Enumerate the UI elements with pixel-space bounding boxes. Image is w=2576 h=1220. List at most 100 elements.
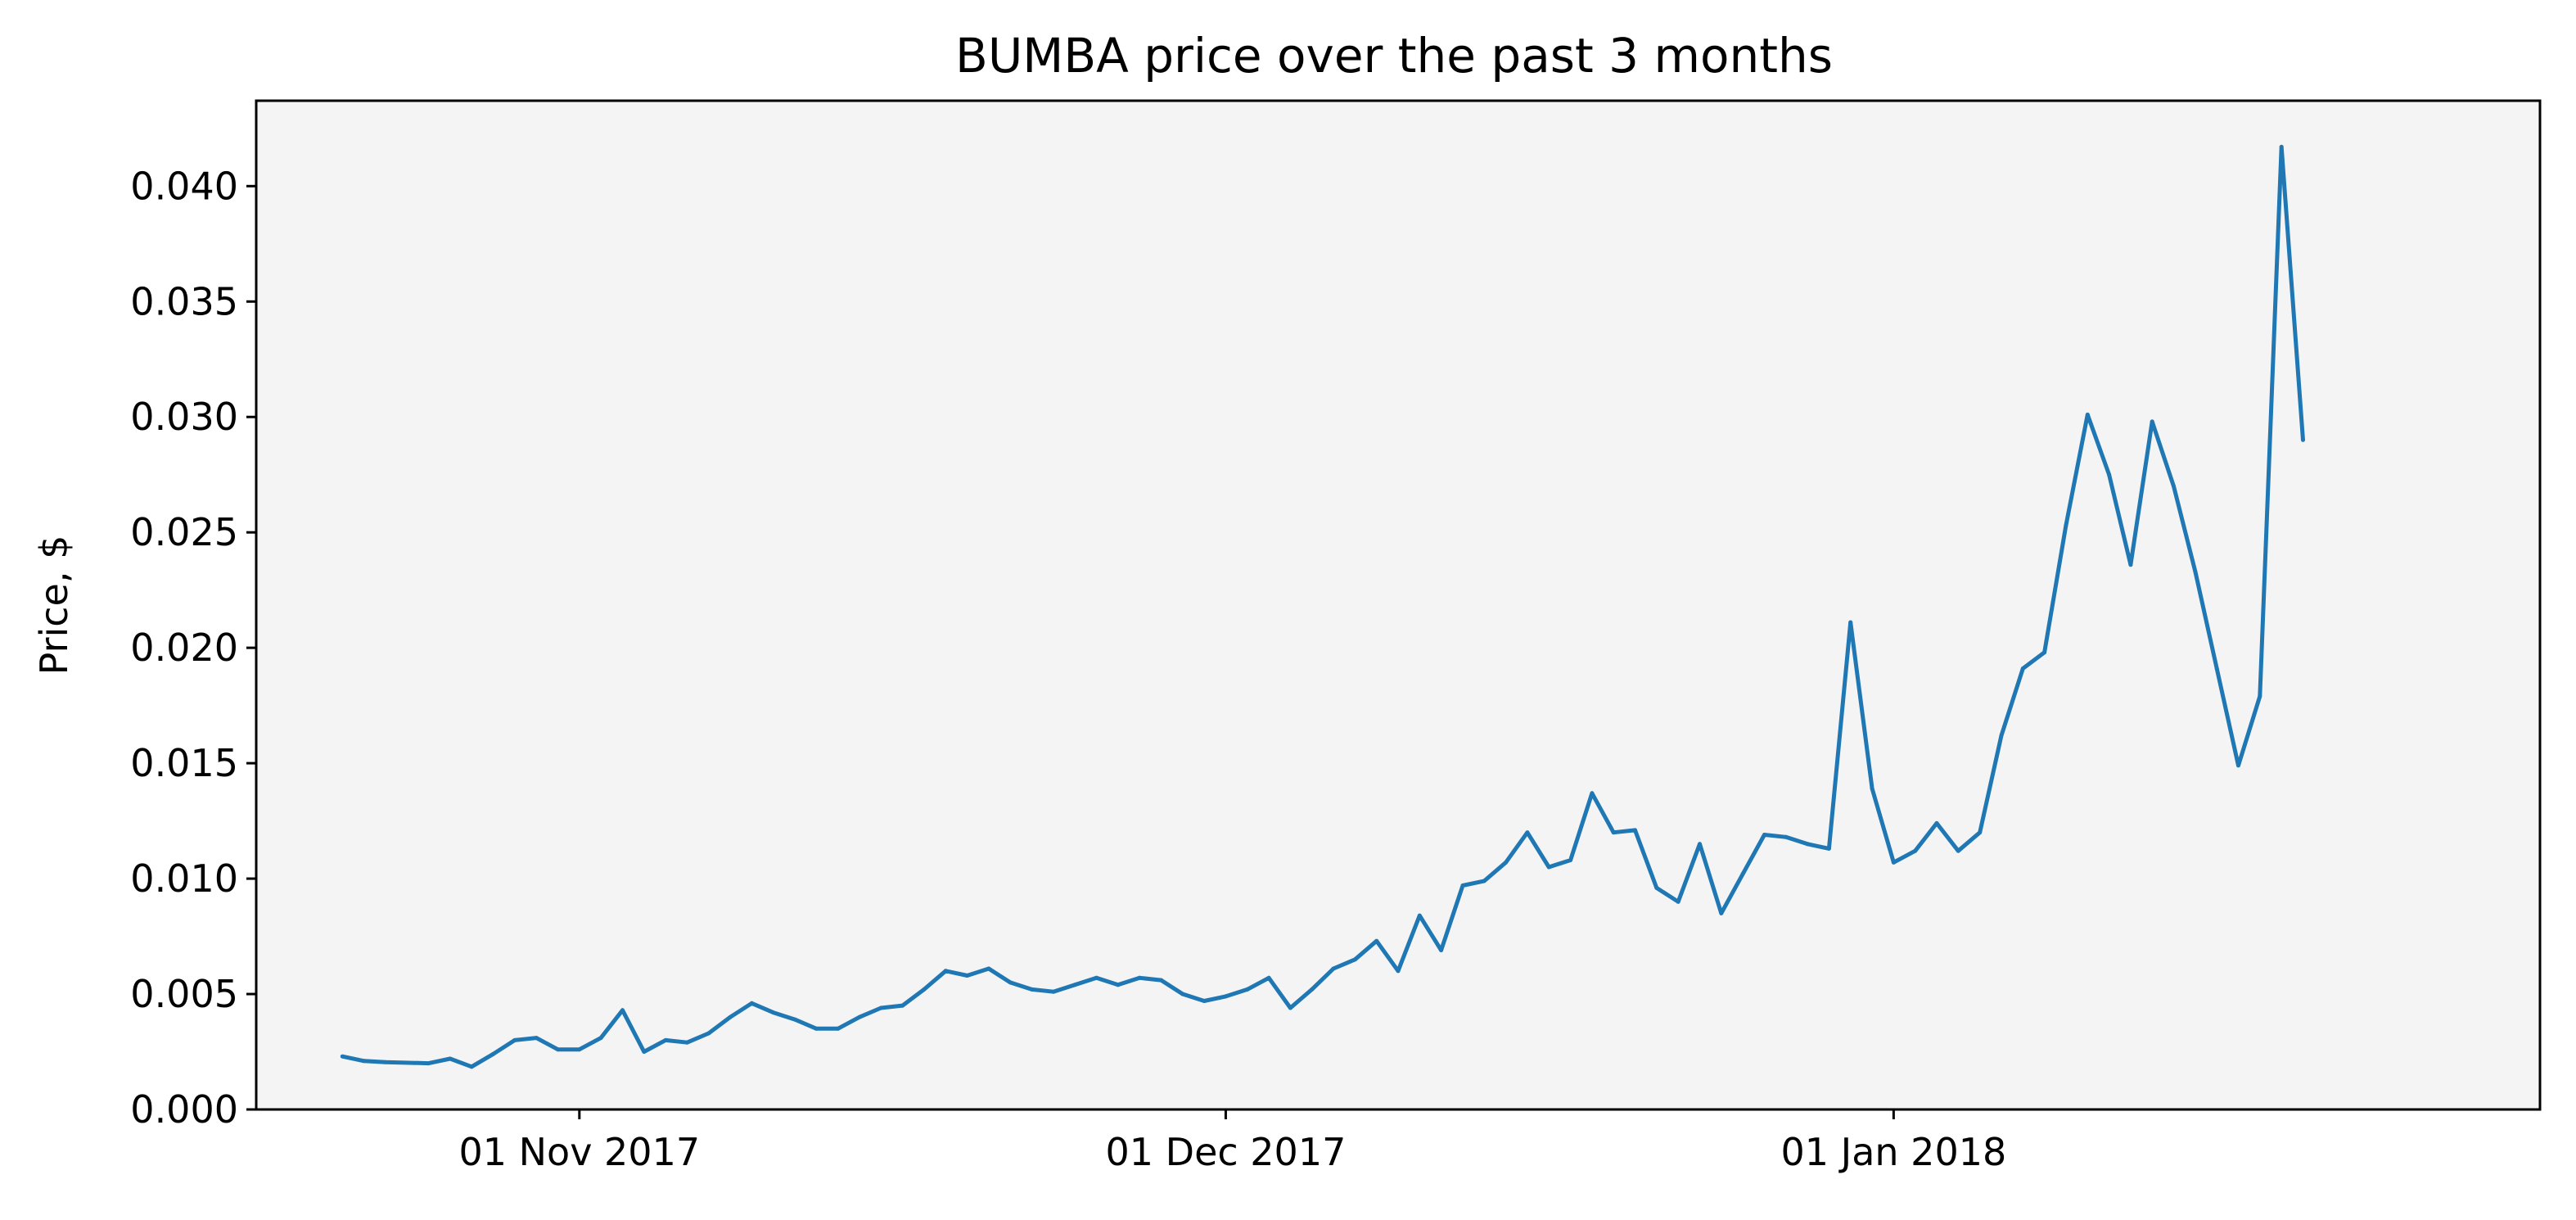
data-point — [512, 1037, 517, 1042]
data-point — [706, 1031, 711, 1036]
series-layer — [340, 144, 2305, 1069]
data-point — [792, 1017, 797, 1022]
y-tick-label: 0.025 — [130, 510, 238, 554]
data-point — [1030, 987, 1034, 992]
data-point — [2128, 563, 2133, 567]
data-point — [1245, 987, 1250, 992]
data-point — [2279, 144, 2284, 149]
data-point — [2107, 472, 2112, 477]
data-point — [1504, 860, 1509, 865]
x-tick-label: 01 Jan 2018 — [1780, 1130, 2006, 1174]
y-tick-label: 0.020 — [130, 626, 238, 670]
data-point — [1051, 989, 1056, 994]
data-point — [1072, 983, 1077, 987]
data-point — [1633, 828, 1637, 833]
data-point — [878, 1005, 883, 1010]
data-point — [1611, 830, 1616, 835]
data-point — [383, 1060, 388, 1064]
data-point — [1202, 999, 1207, 1003]
data-point — [749, 1001, 754, 1005]
data-point — [986, 966, 991, 971]
data-point — [426, 1061, 431, 1066]
data-point — [1999, 733, 2004, 738]
data-point — [965, 974, 970, 978]
data-point — [1913, 848, 1918, 853]
data-point — [362, 1059, 367, 1064]
data-point — [663, 1037, 668, 1042]
data-point — [1676, 899, 1680, 904]
data-point — [1460, 883, 1465, 888]
data-point — [598, 1036, 603, 1041]
data-point — [1439, 948, 1444, 952]
data-point — [1719, 910, 1724, 915]
data-point — [1891, 860, 1896, 865]
x-tick-label: 01 Dec 2017 — [1106, 1130, 1347, 1174]
y-tick-label: 0.005 — [130, 972, 238, 1016]
data-point — [1288, 1005, 1293, 1010]
data-point — [684, 1040, 689, 1045]
y-tick-label: 0.015 — [130, 741, 238, 785]
data-point — [1116, 983, 1121, 987]
x-tick-label: 01 Nov 2017 — [458, 1130, 700, 1174]
data-point — [1482, 879, 1487, 883]
data-point — [1223, 994, 1228, 999]
data-point — [1094, 975, 1099, 980]
data-point — [2258, 694, 2262, 698]
data-point — [340, 1054, 345, 1059]
data-point — [1698, 842, 1702, 847]
data-point — [1374, 938, 1379, 943]
y-axis: 0.000 0.005 0.010 0.015 0.020 0.025 0.030 0.035… — [130, 164, 256, 1132]
data-point — [2020, 666, 2025, 671]
data-point — [2236, 763, 2240, 768]
plot-frame — [255, 99, 2542, 1111]
y-tick-label: 0.040 — [130, 164, 238, 208]
data-point — [1352, 957, 1357, 962]
data-point — [1654, 885, 1659, 890]
data-point — [1546, 865, 1551, 870]
data-point — [1008, 980, 1013, 985]
data-point — [2064, 523, 2068, 528]
data-point — [814, 1026, 819, 1031]
chart-title: BUMBA price over the past 3 months — [955, 28, 1833, 84]
data-point — [2193, 569, 2198, 574]
data-point — [2301, 437, 2305, 442]
data-point — [2042, 650, 2047, 655]
data-point — [491, 1051, 495, 1056]
x-axis: 01 Nov 2017 01 Dec 2017 01 Jan 2018 — [458, 1109, 2006, 1174]
data-point — [1762, 833, 1766, 837]
data-point — [1568, 858, 1573, 862]
data-point — [922, 987, 927, 992]
y-axis-label: Price, $ — [32, 535, 76, 676]
data-point — [1978, 830, 1983, 835]
data-point — [2214, 666, 2219, 671]
data-point — [1159, 978, 1163, 983]
data-point — [1784, 834, 1789, 839]
data-point — [1417, 913, 1422, 918]
data-point — [1956, 848, 1960, 853]
data-point — [1266, 975, 1271, 980]
data-point — [1310, 987, 1315, 992]
data-point — [577, 1047, 582, 1052]
data-point — [1331, 966, 1336, 971]
data-point — [620, 1008, 625, 1013]
data-point — [1740, 871, 1745, 876]
data-point — [836, 1026, 841, 1031]
data-point — [1805, 842, 1810, 847]
data-point — [2172, 484, 2176, 489]
data-point — [2085, 412, 2090, 417]
data-point — [771, 1010, 776, 1015]
data-point — [469, 1064, 474, 1069]
data-point — [642, 1050, 647, 1054]
data-point — [1180, 992, 1185, 996]
y-tick-label: 0.030 — [130, 395, 238, 439]
data-point — [2150, 419, 2154, 424]
data-point — [1137, 975, 1142, 980]
data-point — [448, 1056, 453, 1061]
data-point — [1934, 820, 1939, 825]
y-tick-label: 0.035 — [130, 279, 238, 323]
data-point — [1396, 969, 1401, 974]
data-point — [534, 1036, 539, 1041]
y-tick-label: 0.010 — [130, 856, 238, 901]
data-point — [1870, 786, 1874, 791]
